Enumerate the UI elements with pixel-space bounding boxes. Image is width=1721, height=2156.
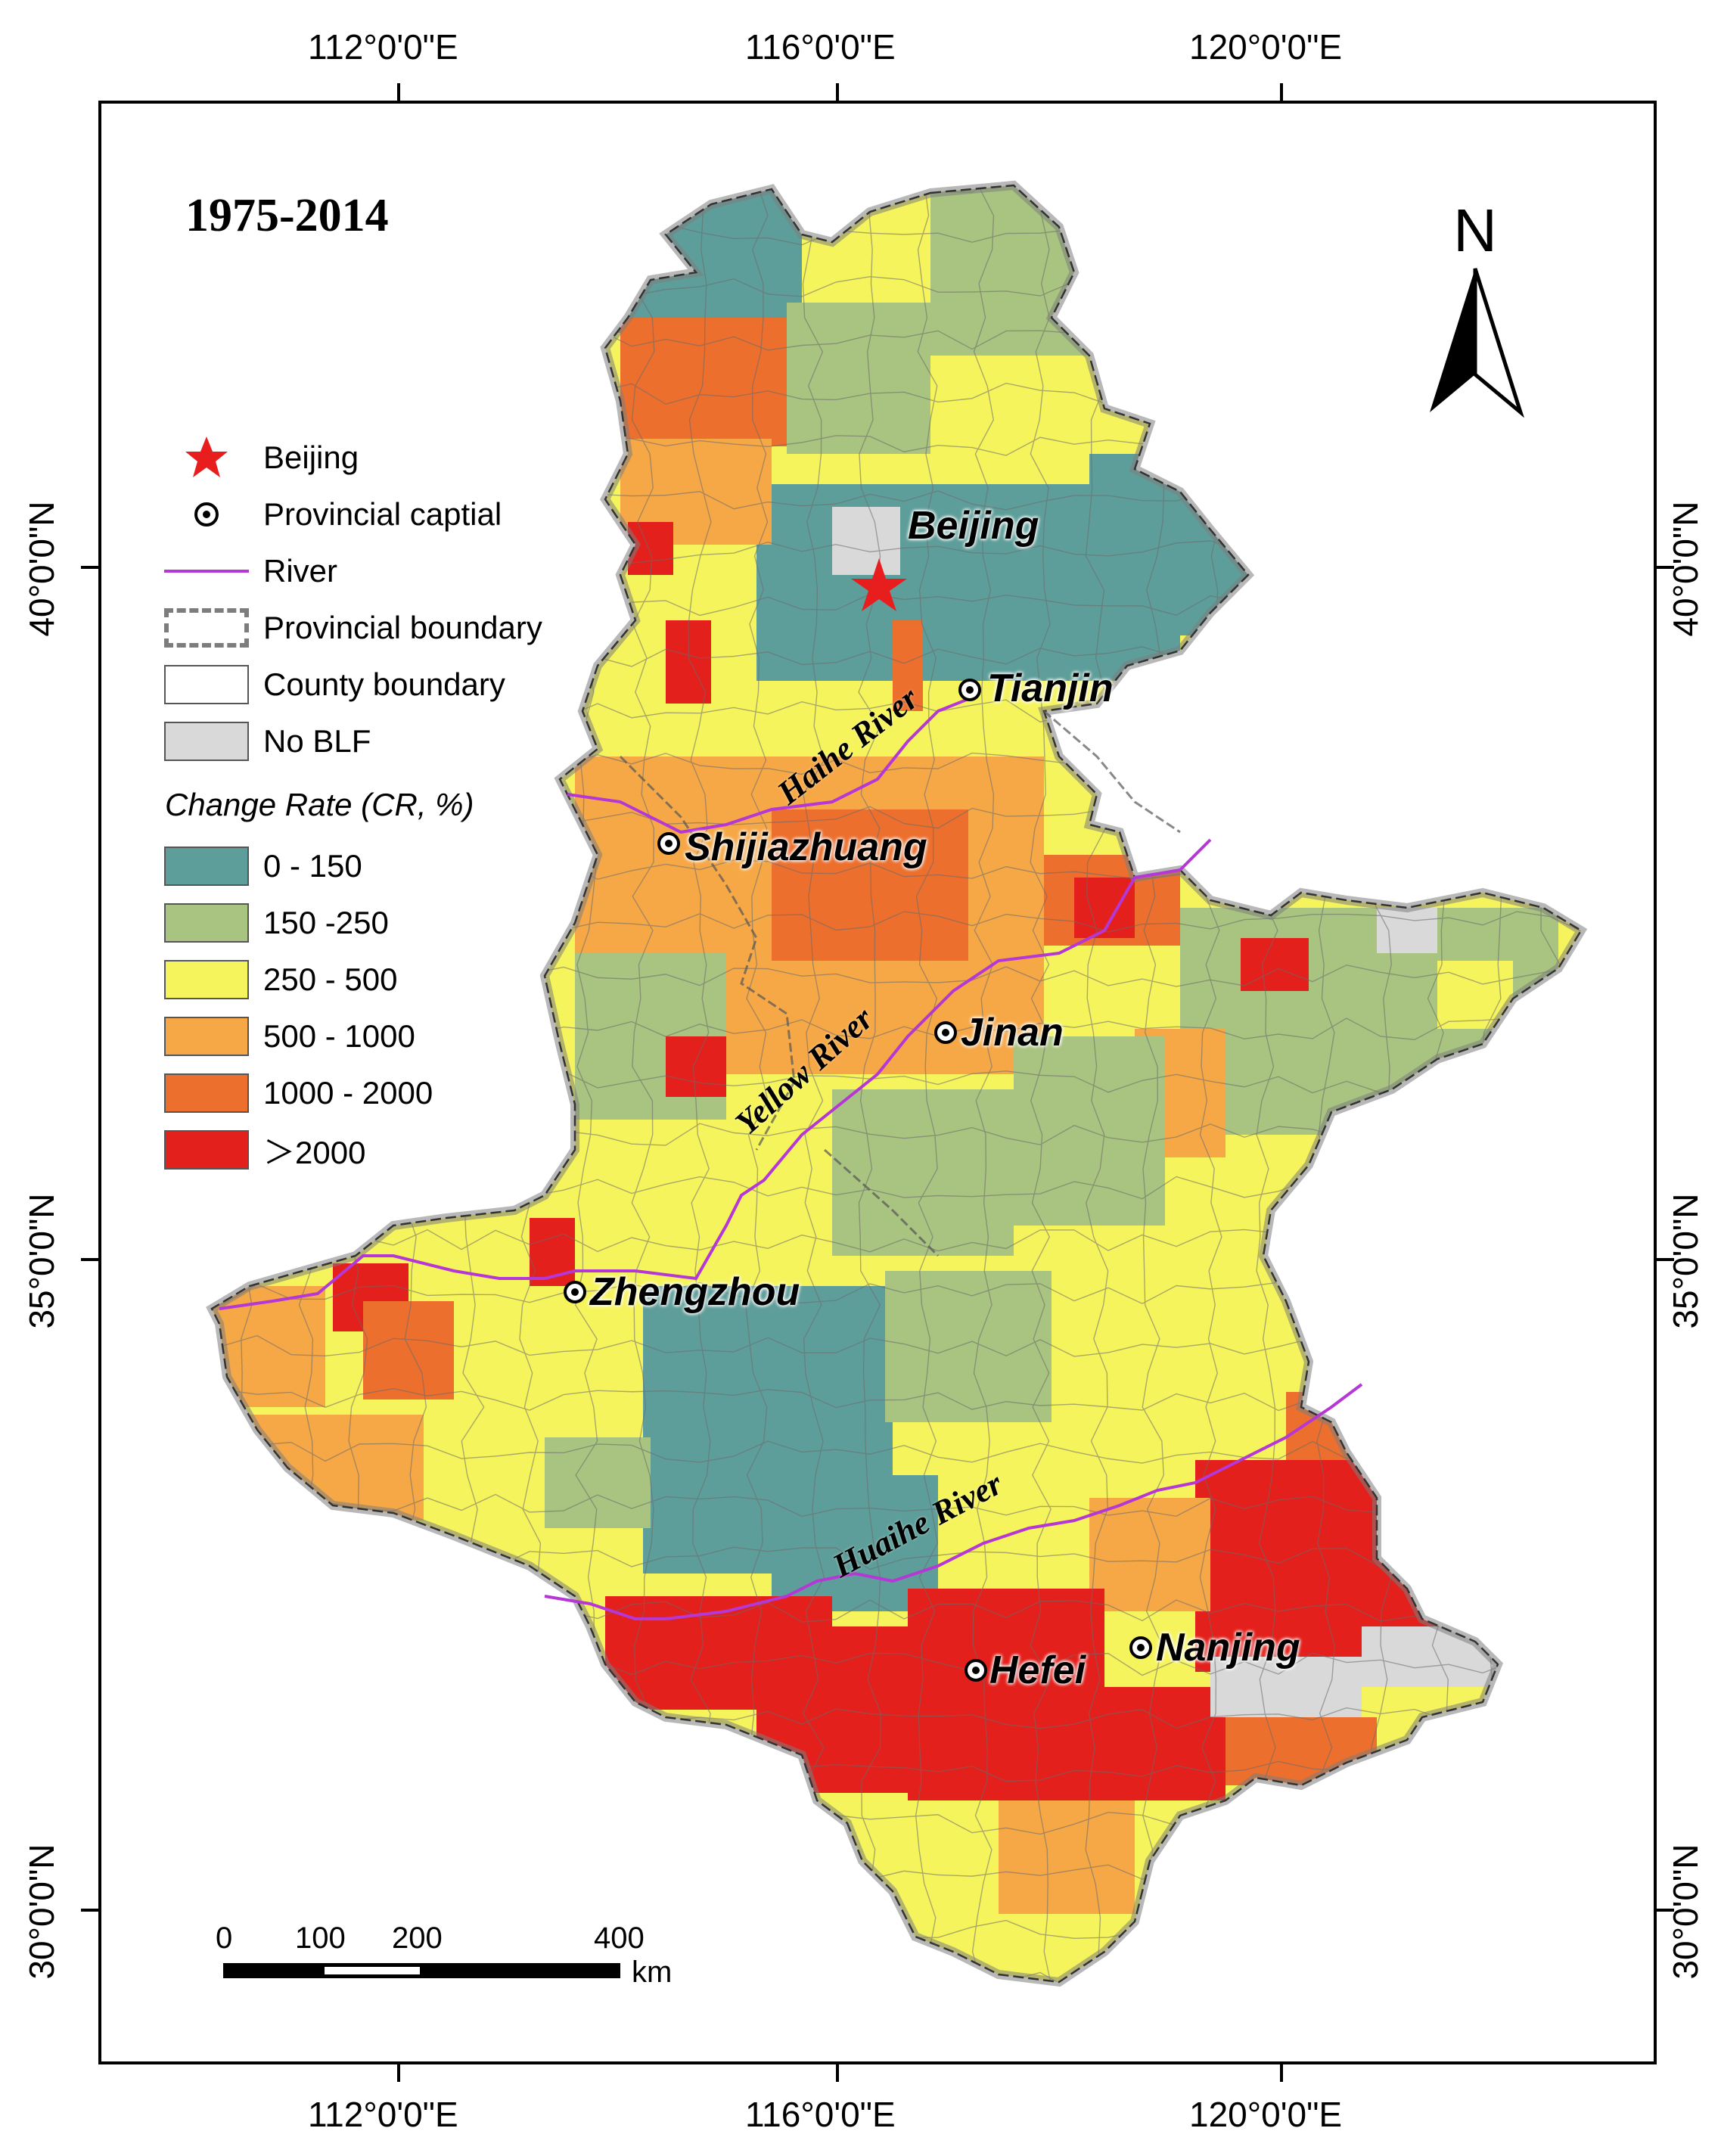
class-label: 500 - 1000 — [263, 1018, 415, 1054]
legend-river: River — [163, 548, 337, 594]
scale-unit: km — [632, 1956, 673, 1989]
bottom-lon-label-120: 120°0'0"E — [1189, 2095, 1343, 2134]
tick-bottom-120 — [1280, 2064, 1283, 2082]
tick-right-30 — [1657, 1909, 1674, 1912]
capital-dot-icon — [194, 502, 219, 527]
class-label: 1000 - 2000 — [263, 1075, 433, 1111]
top-lon-label-116: 116°0'0"E — [745, 27, 896, 67]
class-label: 250 - 500 — [263, 962, 398, 997]
legend-county-boundary: County boundary — [163, 662, 505, 707]
legend-class-row: 150 -250 — [163, 900, 389, 946]
scale-label-200: 200 — [392, 1921, 443, 1955]
legend-no-blf: No BLF — [163, 719, 371, 764]
bottom-lon-label-116: 116°0'0"E — [745, 2095, 896, 2134]
scale-label-400: 400 — [594, 1921, 645, 1955]
legend-class-row: 500 - 1000 — [163, 1014, 415, 1059]
red-star-icon — [185, 436, 228, 477]
class-swatch — [163, 1130, 249, 1170]
tick-left-30 — [81, 1909, 98, 1912]
tick-bottom-112 — [397, 2064, 400, 2082]
tick-left-35 — [81, 1258, 98, 1261]
legend-class-row: 250 - 500 — [163, 957, 397, 1002]
river-line-icon — [163, 570, 249, 573]
north-letter: N — [1453, 197, 1497, 264]
yellow-river-line — [219, 838, 1212, 1310]
class-swatch — [163, 960, 249, 999]
label-shijiazhuang: Shijiazhuang — [685, 825, 927, 869]
class-label: 0 - 150 — [263, 848, 362, 884]
tick-top-120 — [1280, 83, 1283, 101]
tick-right-35 — [1657, 1258, 1674, 1261]
label-nanjing: Nanjing — [1156, 1626, 1300, 1670]
legend-class-row: 0 - 150 — [163, 843, 362, 889]
legend-beijing: Beijing — [163, 435, 359, 480]
county-boundary-swatch — [163, 665, 249, 704]
provincial-boundary-swatch — [163, 608, 249, 648]
tick-left-40 — [81, 566, 98, 569]
label-hefei: Hefei — [989, 1648, 1086, 1692]
class-swatch — [163, 1073, 249, 1113]
period-title: 1975-2014 — [185, 190, 389, 241]
class-swatch — [163, 903, 249, 943]
north-arrow-icon — [1430, 268, 1524, 418]
beijing-star — [851, 558, 907, 611]
north-arrow: N — [1422, 200, 1528, 424]
tick-right-40 — [1657, 566, 1674, 569]
legend-provincial-boundary: Provincial boundary — [163, 605, 542, 651]
label-tianjin: Tianjin — [987, 666, 1114, 710]
scale-label-0: 0 — [216, 1921, 233, 1955]
legend-capital: Provincial captial — [163, 492, 502, 537]
class-label: 150 -250 — [263, 905, 389, 940]
tick-top-112 — [397, 83, 400, 101]
class-swatch — [163, 847, 249, 886]
tick-bottom-116 — [836, 2064, 839, 2082]
top-lon-label-120: 120°0'0"E — [1189, 27, 1343, 67]
bottom-lon-label-112: 112°0'0"E — [308, 2095, 458, 2134]
label-jinan: Jinan — [961, 1011, 1064, 1055]
no-blf-swatch — [163, 722, 249, 761]
label-beijing: Beijing — [908, 504, 1039, 548]
top-lon-label-112: 112°0'0"E — [308, 27, 458, 67]
tick-top-116 — [836, 83, 839, 101]
scale-bar-graphic — [223, 1963, 620, 1978]
label-zhengzhou: Zhengzhou — [590, 1270, 800, 1314]
legend-change-rate-title: Change Rate (CR, %) — [165, 787, 474, 822]
haihe-river-line — [567, 694, 977, 834]
legend-class-row: 1000 - 2000 — [163, 1070, 433, 1116]
class-label: ＞2000 — [263, 1134, 366, 1170]
huaihe-river-line — [544, 1383, 1363, 1620]
scale-label-100: 100 — [295, 1921, 346, 1955]
class-swatch — [163, 1017, 249, 1056]
legend-class-row: ＞2000 — [163, 1127, 365, 1173]
